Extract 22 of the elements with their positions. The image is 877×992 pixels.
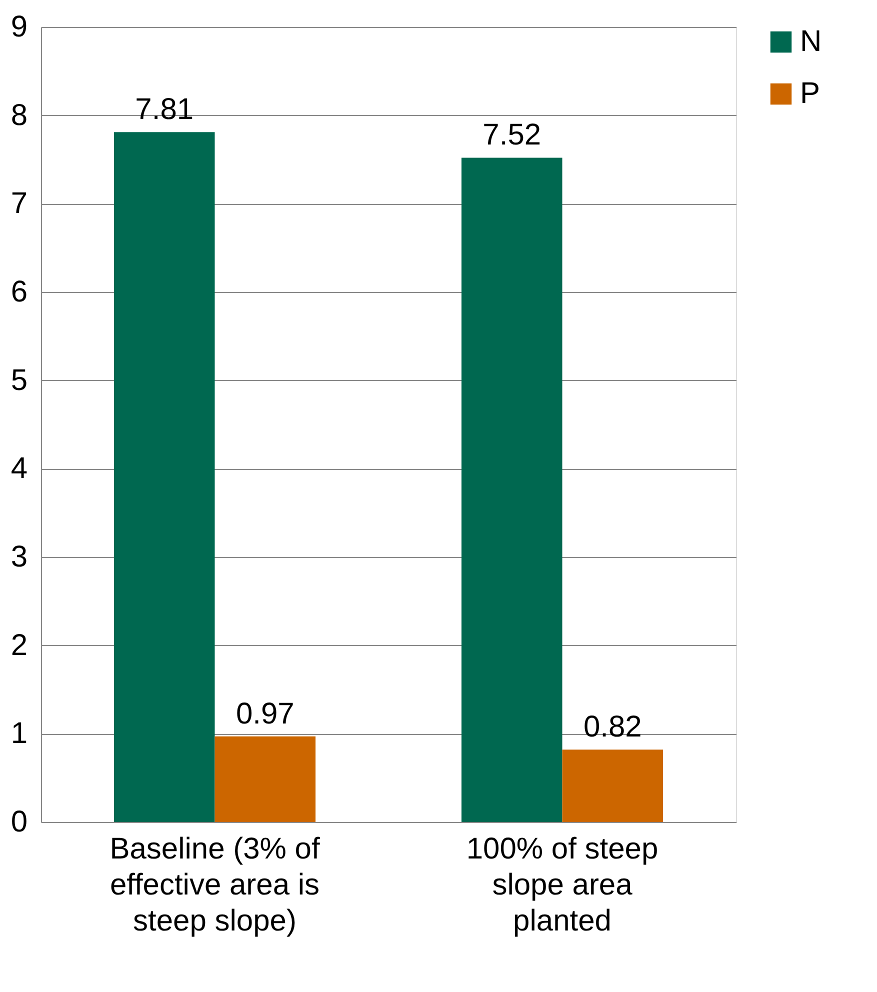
x-tick-label: Baseline (3% of effective area is steep slope) [110, 832, 320, 938]
y-tick-label: 3 [10, 540, 28, 574]
y-tick-label: 4 [10, 452, 28, 486]
y-tick-label: 0 [10, 806, 28, 838]
bar [461, 158, 562, 822]
y-tick-label: 5 [10, 364, 28, 397]
legend-label: N [800, 25, 822, 58]
bar [114, 132, 215, 822]
data-label: 0.82 [583, 710, 642, 744]
data-label: 7.52 [482, 118, 542, 152]
y-tick-label: 2 [10, 628, 28, 662]
bar [214, 736, 316, 822]
x-tick-label: 100% of steep slope area planted [466, 832, 658, 938]
legend-label: P [800, 77, 820, 110]
data-label: 7.81 [135, 93, 194, 126]
y-tick-label: 6 [10, 276, 28, 308]
bar [562, 750, 664, 822]
y-tick-label: 8 [10, 98, 28, 132]
y-tick-label: 1 [10, 717, 28, 750]
data-label: 0.97 [236, 697, 294, 730]
y-tick-label: 9 [10, 10, 28, 44]
y-tick-label: 7 [10, 187, 28, 220]
